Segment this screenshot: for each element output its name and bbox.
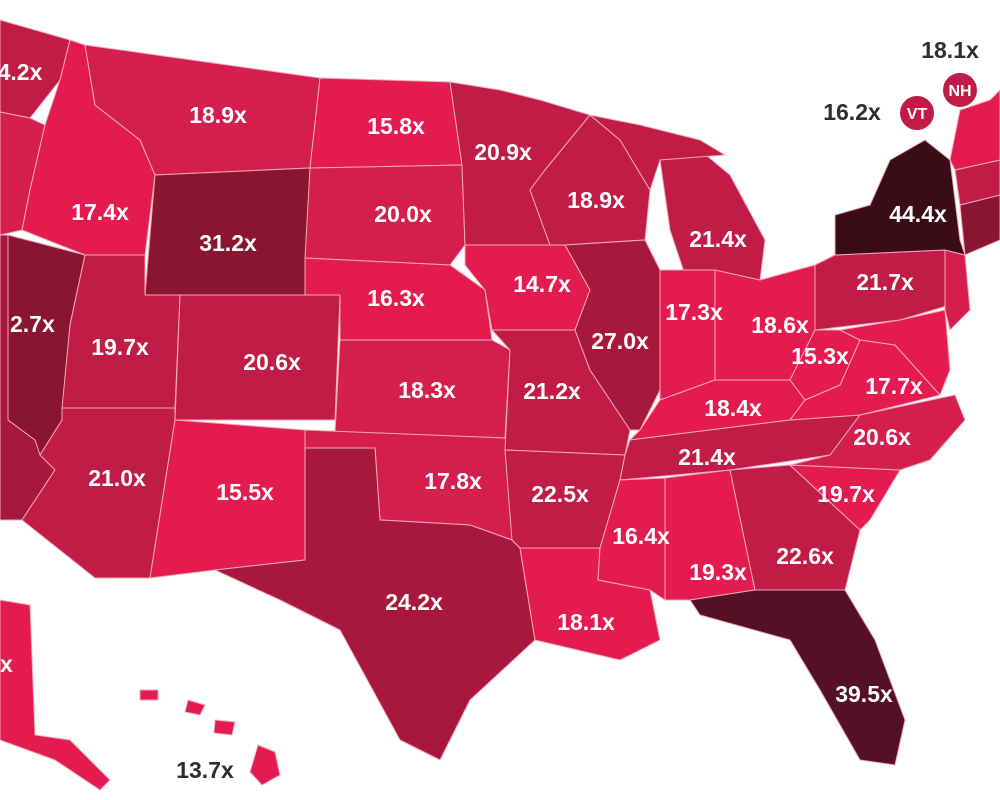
label-kentucky: 18.4x [704,395,762,421]
label-michigan: 21.4x [689,226,747,252]
label-north-carolina: 20.6x [853,424,911,450]
label-new-hampshire: 18.1x [921,37,979,63]
label-indiana: 17.3x [665,299,723,325]
label-colorado: 20.6x [243,349,301,375]
label-kansas: 18.3x [398,377,456,403]
label-louisiana: 18.1x [557,609,615,635]
badge-nh-text: NH [948,83,971,100]
label-north-dakota: 15.8x [367,113,425,139]
label-wisconsin: 18.9x [567,187,625,213]
state-north-carolina[interactable] [789,394,966,471]
label-montana: 18.9x [189,102,247,128]
label-nevada: 2.7x [10,311,55,337]
state-hawaii-islands[interactable] [139,689,236,736]
label-new-mexico: 15.5x [216,479,274,505]
state-michigan-up[interactable] [589,114,726,191]
label-texas: 24.2x [385,589,443,615]
label-minnesota: 20.9x [474,139,532,165]
label-ohio: 18.6x [751,312,809,338]
state-alaska[interactable] [0,599,111,791]
label-alabama: 19.3x [689,559,747,585]
label-alaska: x [0,651,13,677]
label-idaho: 17.4x [71,199,129,225]
label-missouri: 21.2x [523,378,581,404]
badge-vt-text: VT [907,106,928,123]
state-washington[interactable] [0,19,71,119]
label-oklahoma: 17.8x [424,468,482,494]
label-pennsylvania: 21.7x [856,269,914,295]
state-new-york[interactable] [834,139,966,256]
label-vermont: 16.2x [823,99,881,125]
label-washington: 4.2x [0,59,43,85]
label-florida: 39.5x [835,681,893,707]
label-utah: 19.7x [91,334,149,360]
label-iowa: 14.7x [513,271,571,297]
label-nebraska: 16.3x [367,285,425,311]
label-new-york: 44.4x [889,201,947,227]
label-hawaii: 13.7x [176,757,234,783]
label-arizona: 21.0x [88,465,146,491]
label-georgia: 22.6x [776,543,834,569]
state-florida[interactable] [689,589,906,766]
label-wyoming: 31.2x [199,230,257,256]
label-mississippi: 16.4x [612,523,670,549]
badge-vt: VT [898,94,936,132]
label-virginia: 17.7x [865,373,923,399]
state-texas[interactable] [214,447,536,761]
state-hawaii-big[interactable] [249,744,281,786]
state-colorado[interactable] [174,294,341,421]
label-south-carolina: 19.7x [817,481,875,507]
state-new-england-north[interactable] [949,89,1000,171]
label-arkansas: 22.5x [531,481,589,507]
label-tennessee: 21.4x [678,444,736,470]
label-south-dakota: 20.0x [374,201,432,227]
state-south-dakota[interactable] [304,164,466,266]
state-indiana[interactable] [659,269,716,401]
label-west-virginia: 15.3x [791,343,849,369]
badge-nh: NH [941,71,979,109]
state-georgia[interactable] [729,464,861,591]
state-maryland-delaware[interactable] [839,309,951,396]
label-illinois: 27.0x [591,328,649,354]
state-illinois[interactable] [564,239,661,431]
